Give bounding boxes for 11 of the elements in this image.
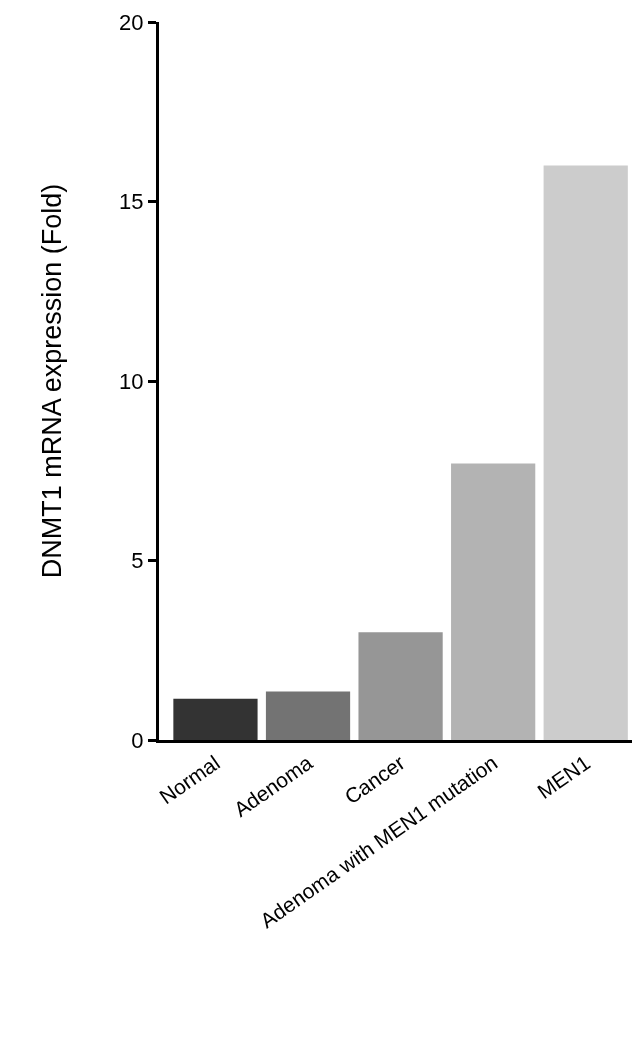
y-tick-label: 0 — [131, 727, 144, 753]
y-axis-title: DNMT1 mRNA expression (Fold) — [37, 183, 68, 579]
y-tick-label: 15 — [119, 189, 144, 215]
bar — [451, 463, 536, 740]
bar — [358, 632, 443, 740]
y-tick-label: 5 — [131, 548, 144, 574]
y-tick-label: 10 — [119, 368, 144, 394]
y-tick-label: 20 — [119, 9, 144, 35]
bar — [173, 698, 258, 740]
bar — [265, 691, 351, 740]
bar — [543, 165, 628, 740]
